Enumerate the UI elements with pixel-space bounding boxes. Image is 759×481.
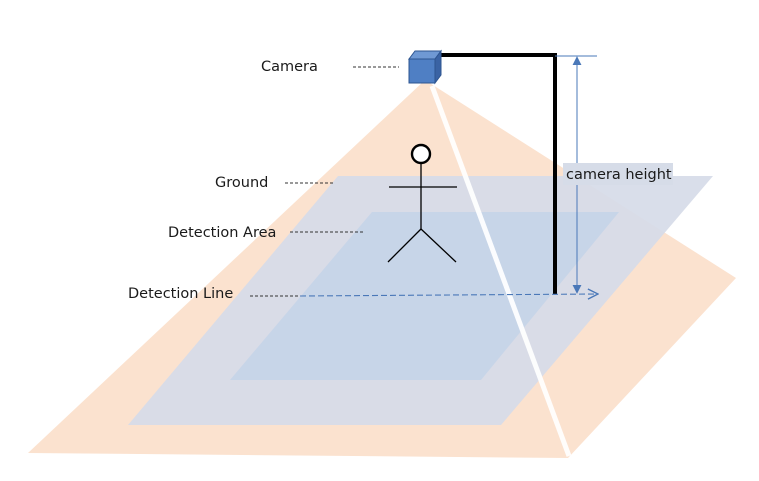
camera-cube-icon (408, 49, 442, 85)
ground-label: Ground (215, 175, 268, 191)
camera-height-label-bg (563, 163, 673, 185)
detection-area (230, 212, 619, 380)
stick-figure-icon (387, 143, 457, 263)
camera-label: Camera (261, 59, 318, 75)
detection-line-label: Detection Line (128, 286, 233, 302)
detection-area-label: Detection Area (168, 225, 276, 241)
camera-height-label: camera height (566, 167, 672, 183)
detection-line (299, 294, 598, 296)
camera-ray (429, 85, 572, 457)
camera-pole (437, 53, 557, 294)
